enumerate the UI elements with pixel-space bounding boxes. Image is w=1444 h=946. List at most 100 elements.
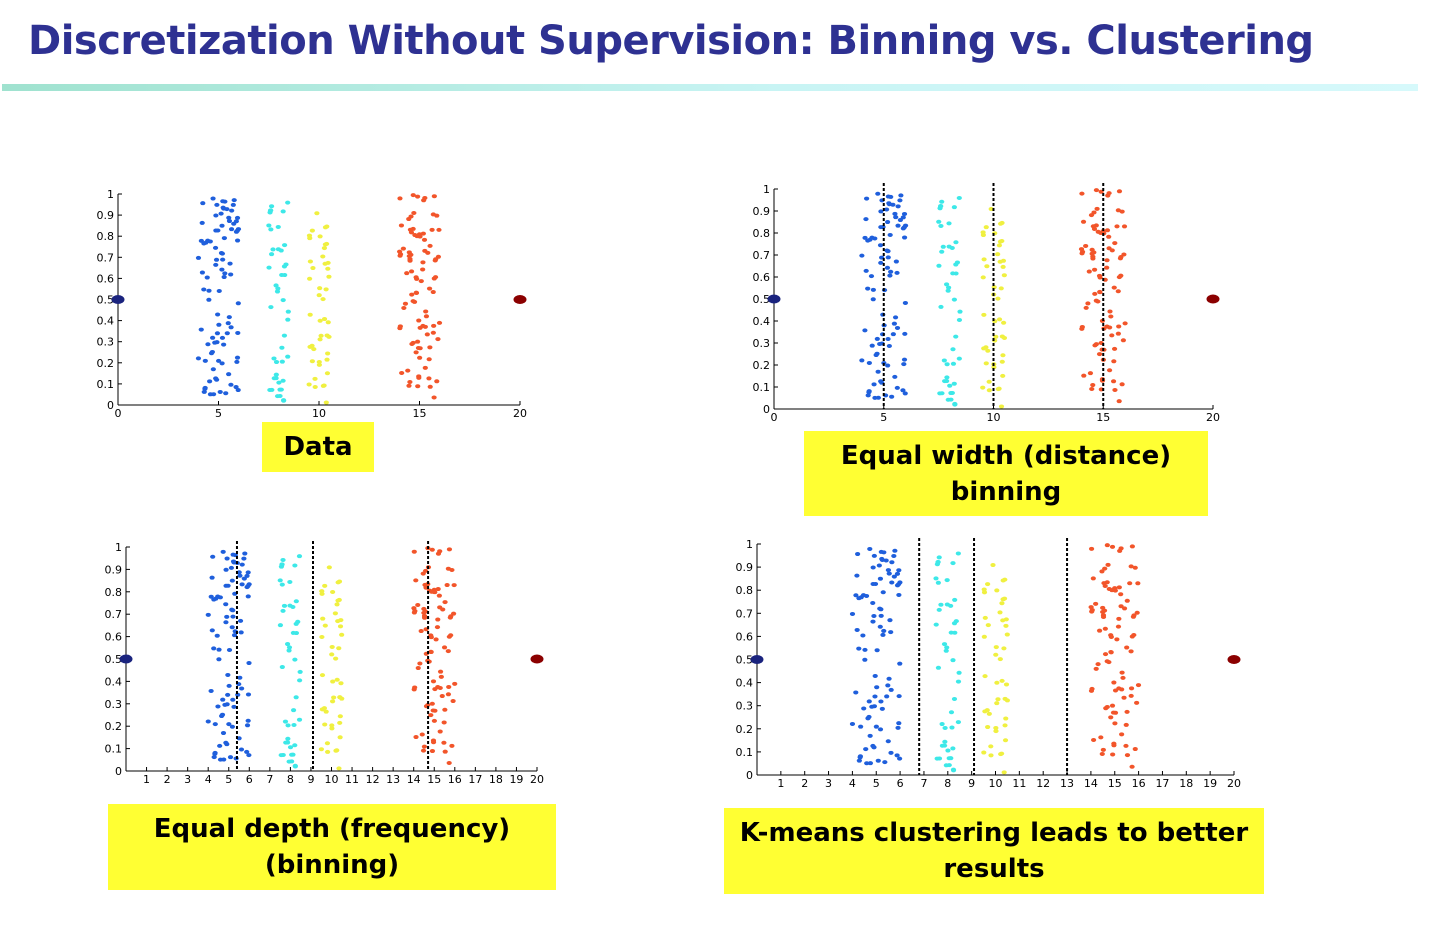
data-point	[1090, 383, 1096, 388]
data-point	[423, 309, 429, 314]
data-point	[410, 299, 416, 304]
y-tick-label: 0.8	[97, 230, 115, 243]
data-point	[957, 309, 963, 314]
data-point	[321, 706, 327, 711]
data-point	[280, 209, 286, 214]
data-point	[316, 293, 322, 298]
data-point	[1100, 747, 1106, 752]
data-point	[885, 739, 891, 744]
data-point	[438, 674, 444, 679]
data-point	[1097, 289, 1103, 294]
data-point	[432, 258, 438, 263]
data-point	[220, 549, 226, 554]
data-point	[422, 324, 428, 329]
data-point	[895, 223, 901, 228]
data-point	[221, 275, 227, 280]
data-point	[266, 223, 272, 228]
data-point	[1090, 576, 1096, 581]
y-tick-label: 0.2	[97, 357, 115, 370]
data-point	[902, 331, 908, 336]
data-point	[336, 646, 342, 651]
data-point	[1079, 324, 1085, 329]
data-point	[865, 238, 871, 243]
data-point	[999, 678, 1005, 683]
data-point	[943, 648, 949, 653]
data-point	[1106, 368, 1113, 373]
data-point	[215, 704, 221, 709]
data-point	[330, 679, 336, 684]
x-tick-label: 20	[1206, 411, 1220, 424]
data-point	[889, 560, 895, 565]
data-point	[1114, 224, 1120, 229]
data-point	[216, 657, 222, 662]
data-point	[306, 382, 312, 387]
data-point	[266, 265, 272, 270]
caption-kmeans: K-means clustering leads to better resul…	[724, 808, 1264, 894]
data-point	[268, 227, 274, 232]
data-point	[273, 372, 279, 377]
data-point	[941, 358, 947, 363]
y-tick-label: 0.4	[736, 677, 754, 690]
data-point	[892, 374, 898, 379]
data-point	[1001, 335, 1008, 340]
slide-title: Discretization Without Supervision: Binn…	[28, 18, 1314, 64]
data-point	[1109, 544, 1116, 549]
data-point	[999, 238, 1005, 243]
data-point	[883, 558, 889, 563]
data-point	[239, 686, 245, 691]
data-point	[290, 630, 296, 635]
data-point	[886, 571, 892, 576]
data-point	[1089, 386, 1095, 391]
data-point	[402, 301, 409, 306]
data-point	[955, 551, 961, 556]
caption-equal-depth-text: Equal depth (frequency) (binning)	[153, 814, 511, 880]
data-point	[1128, 649, 1134, 654]
data-point	[1003, 716, 1009, 721]
data-point	[238, 747, 245, 752]
data-point	[286, 645, 293, 650]
data-point	[869, 343, 875, 348]
data-point	[1087, 371, 1094, 376]
data-point	[318, 333, 324, 338]
data-point	[413, 350, 419, 355]
data-point	[321, 317, 328, 322]
data-point	[427, 345, 433, 350]
y-tick-label: 0.3	[753, 337, 771, 350]
y-tick-label: 0.2	[753, 359, 771, 372]
y-tick-label: 1	[115, 541, 122, 554]
data-point	[1112, 388, 1118, 393]
data-point	[935, 559, 941, 564]
data-point	[321, 246, 328, 251]
data-point	[428, 713, 434, 718]
data-point	[234, 238, 241, 243]
data-point	[285, 309, 291, 314]
data-point	[936, 607, 942, 612]
data-point	[434, 379, 440, 384]
data-point	[993, 652, 999, 657]
data-point	[948, 710, 955, 715]
data-point	[861, 706, 867, 711]
data-point	[226, 372, 232, 377]
data-point	[940, 244, 946, 249]
x-tick-label: 16	[448, 773, 462, 786]
data-point	[335, 580, 341, 585]
x-tick-label: 1	[143, 773, 150, 786]
data-point	[888, 269, 894, 274]
data-point	[952, 402, 958, 407]
data-point	[321, 383, 327, 388]
data-point	[866, 360, 872, 365]
data-point	[880, 632, 886, 637]
data-point	[223, 620, 229, 625]
data-point	[984, 708, 990, 713]
data-point	[1104, 659, 1110, 664]
x-tick-label: 14	[1084, 777, 1098, 790]
data-point	[285, 736, 291, 741]
data-point	[1089, 686, 1095, 691]
data-point	[1111, 743, 1117, 748]
data-point	[889, 580, 895, 585]
data-point	[226, 215, 232, 220]
data-point	[292, 764, 298, 769]
data-point	[317, 234, 323, 239]
